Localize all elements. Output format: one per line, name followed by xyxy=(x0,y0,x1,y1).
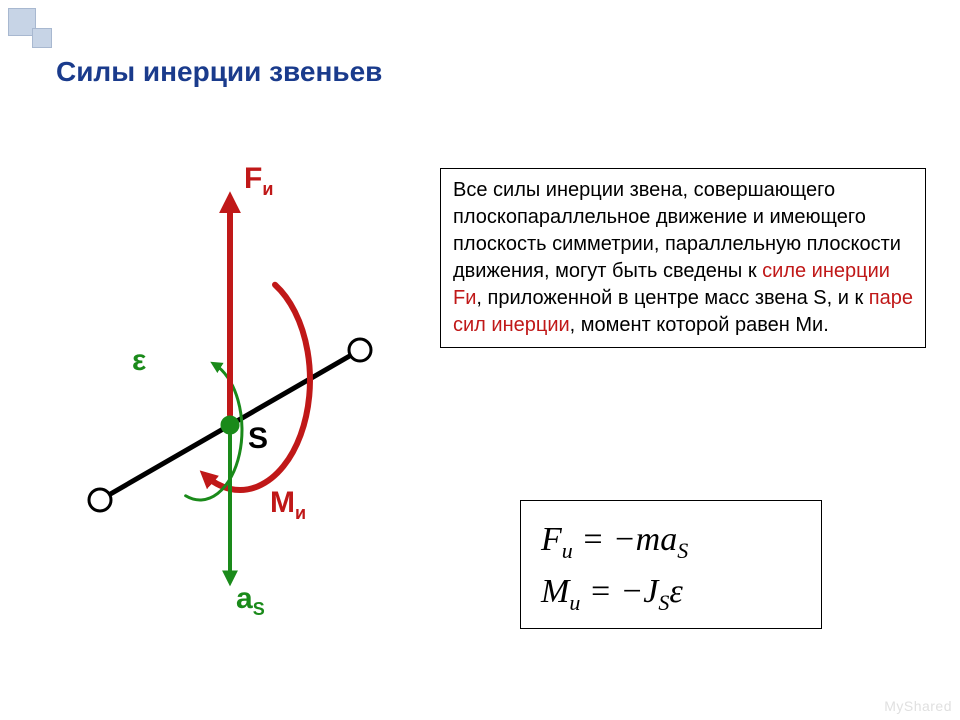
formula-box: Fи = −maS Mи = −JSε xyxy=(520,500,822,629)
label-S: S xyxy=(248,422,268,456)
label-Mi: Mи xyxy=(270,486,306,524)
description-box: Все силы инерции звена, совершающего пло… xyxy=(440,168,926,348)
inertia-diagram: Fи Mи ε S aS xyxy=(40,140,420,620)
desc-part3: , момент которой равен Ми. xyxy=(570,314,829,336)
formula-line-2: Mи = −JSε xyxy=(541,567,801,619)
label-as: aS xyxy=(236,582,265,620)
page-title: Силы инерции звеньев xyxy=(56,56,382,88)
label-epsilon: ε xyxy=(132,344,146,378)
formula-line-1: Fи = −maS xyxy=(541,515,801,567)
watermark: MyShared xyxy=(884,698,952,714)
label-Fi: Fи xyxy=(244,162,273,200)
desc-part2: , приложенной в центре масс звена S, и к xyxy=(476,287,868,309)
